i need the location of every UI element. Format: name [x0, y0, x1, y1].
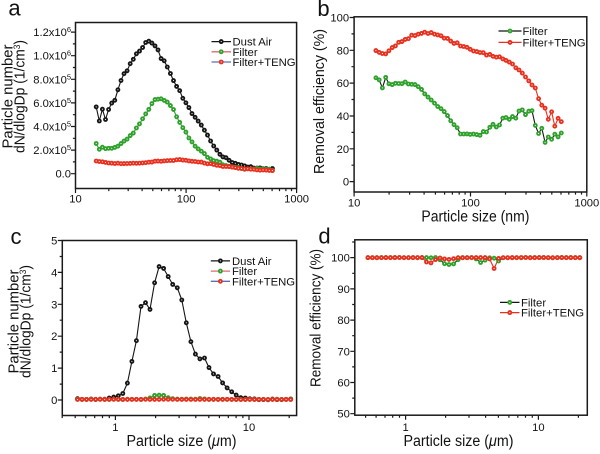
svg-text:Removal efficiency (%): Removal efficiency (%) — [308, 249, 325, 387]
svg-text:dN/dlogDp (1/cm3): dN/dlogDp (1/cm3) — [12, 40, 29, 153]
svg-text:100: 100 — [331, 253, 350, 265]
svg-text:Removal efficiency (%): Removal efficiency (%) — [311, 29, 328, 174]
svg-text:Filter+TENG: Filter+TENG — [521, 308, 584, 320]
svg-text:10: 10 — [348, 197, 360, 209]
svg-text:Filter+TENG: Filter+TENG — [523, 37, 586, 49]
svg-text:2.0x105: 2.0x105 — [33, 143, 71, 157]
svg-text:Filter: Filter — [233, 47, 258, 59]
svg-text:0.0: 0.0 — [55, 169, 71, 181]
svg-text:Particle number: Particle number — [0, 44, 17, 148]
svg-text:c: c — [11, 224, 22, 249]
svg-text:1000: 1000 — [284, 194, 309, 206]
svg-text:90: 90 — [337, 284, 349, 296]
svg-text:70: 70 — [337, 346, 349, 358]
svg-text:4: 4 — [51, 267, 57, 279]
svg-text:100: 100 — [177, 194, 196, 206]
svg-text:60: 60 — [337, 78, 349, 90]
svg-text:Filter: Filter — [521, 297, 546, 309]
svg-text:100: 100 — [461, 197, 480, 209]
svg-text:Filter+TENG: Filter+TENG — [232, 276, 295, 288]
svg-text:dN/dlogDp (1/cm3): dN/dlogDp (1/cm3) — [18, 265, 35, 378]
svg-text:Particle size (μm): Particle size (μm) — [127, 433, 237, 450]
svg-text:1.2x106: 1.2x106 — [33, 25, 71, 39]
svg-text:0: 0 — [343, 177, 349, 189]
svg-text:20: 20 — [337, 144, 349, 156]
svg-text:6.0x105: 6.0x105 — [33, 96, 71, 110]
svg-text:5: 5 — [51, 236, 57, 248]
svg-text:2: 2 — [51, 331, 57, 343]
svg-text:d: d — [318, 224, 330, 249]
svg-text:10: 10 — [243, 422, 255, 434]
svg-text:b: b — [317, 0, 329, 21]
svg-text:100: 100 — [330, 13, 349, 25]
svg-text:Dust Air: Dust Air — [232, 256, 272, 268]
svg-text:Filter+TENG: Filter+TENG — [233, 57, 296, 69]
svg-text:50: 50 — [337, 409, 349, 421]
svg-text:Filter: Filter — [523, 26, 548, 38]
svg-text:40: 40 — [337, 111, 349, 123]
svg-text:a: a — [8, 0, 21, 21]
svg-text:1: 1 — [402, 422, 408, 434]
svg-text:1: 1 — [51, 363, 57, 375]
svg-text:Particle size (nm): Particle size (nm) — [421, 209, 529, 226]
svg-text:1000: 1000 — [574, 197, 599, 209]
svg-text:80: 80 — [337, 45, 349, 57]
svg-text:Filter: Filter — [232, 266, 257, 278]
svg-text:60: 60 — [337, 378, 349, 390]
svg-text:1.0x106: 1.0x106 — [33, 49, 71, 63]
svg-text:Particle number: Particle number — [6, 269, 23, 373]
svg-text:1: 1 — [112, 422, 118, 434]
svg-text:80: 80 — [337, 315, 349, 327]
svg-text:3: 3 — [51, 299, 57, 311]
svg-text:10: 10 — [69, 194, 81, 206]
svg-text:Dust Air: Dust Air — [233, 37, 273, 49]
svg-text:0: 0 — [51, 395, 57, 407]
svg-text:4.0x105: 4.0x105 — [33, 120, 71, 134]
svg-text:8.0x105: 8.0x105 — [33, 72, 71, 86]
svg-text:Particle size (μm): Particle size (μm) — [404, 433, 514, 450]
svg-text:10: 10 — [532, 422, 544, 434]
